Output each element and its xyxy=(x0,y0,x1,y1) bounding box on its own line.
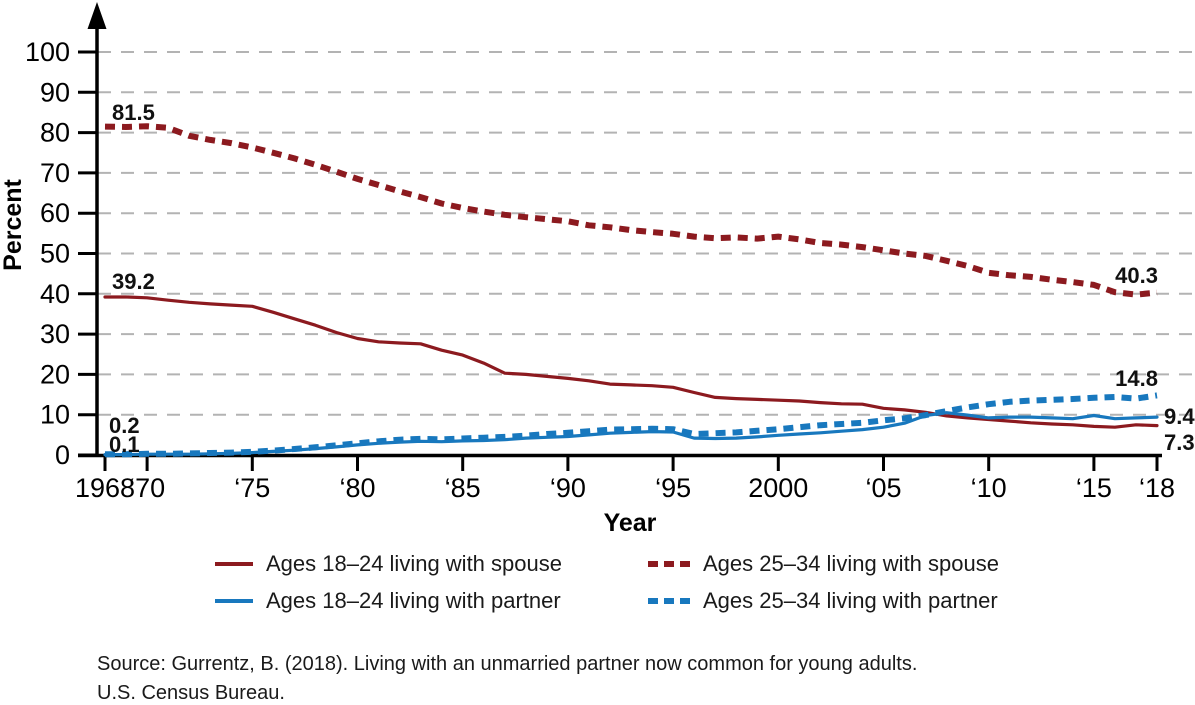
series-line-3 xyxy=(105,392,1158,458)
x-tick-label: ‘15 xyxy=(1076,473,1112,503)
x-tick-label: 1968 xyxy=(75,473,135,503)
legend-label: Ages 25–34 living with spouse xyxy=(703,551,999,576)
legend-item-ages-18-24-partner: Ages 18–24 living with partner xyxy=(215,589,648,613)
source-line-2: U.S. Census Bureau. xyxy=(97,682,285,704)
y-axis-title: Percent xyxy=(0,178,27,270)
y-tick-label: 90 xyxy=(40,77,70,107)
source-line-1: Source: Gurrentz, B. (2018). Living with… xyxy=(97,653,918,675)
chart-svg: 0 10 20 30 40 50 60 70 80 90 100 1968‘70 ‘75 ‘80 ‘85 ‘9… xyxy=(0,2,1195,537)
data-label: 0.1 xyxy=(109,432,140,457)
y-tick-label: 40 xyxy=(40,279,70,309)
x-tick-label: ‘80 xyxy=(339,473,375,503)
data-label: 14.8 xyxy=(1115,366,1158,391)
legend-swatch-dashed-blue xyxy=(648,598,690,604)
x-tick-label: ‘75 xyxy=(234,473,270,503)
legend-swatch-solid-blue xyxy=(215,599,253,603)
data-label: 7.3 xyxy=(1164,430,1195,455)
x-tick-label: ‘95 xyxy=(655,473,691,503)
data-label: 81.5 xyxy=(112,100,155,125)
y-tick-label: 80 xyxy=(40,118,70,148)
data-label: 40.3 xyxy=(1115,263,1158,288)
y-tick-label: 20 xyxy=(40,359,70,389)
y-axis-arrow xyxy=(87,2,107,29)
x-tick-label: ‘90 xyxy=(550,473,586,503)
legend: Ages 18–24 living with spouse Ages 25–34… xyxy=(215,552,999,613)
x-tick-label: 2000 xyxy=(748,473,808,503)
x-tick-label: ‘18 xyxy=(1139,473,1175,503)
x-tick-label: ‘05 xyxy=(865,473,901,503)
legend-label: Ages 18–24 living with partner xyxy=(266,588,561,613)
series-line-1 xyxy=(104,123,1158,298)
x-tick-label: ‘10 xyxy=(971,473,1007,503)
legend-item-ages-25-34-partner: Ages 25–34 living with partner xyxy=(648,589,999,613)
y-tick-label: 10 xyxy=(40,400,70,430)
y-tick-label: 60 xyxy=(40,198,70,228)
x-tick-label: ‘85 xyxy=(445,473,481,503)
x-axis-title: Year xyxy=(604,509,657,537)
legend-label: Ages 18–24 living with spouse xyxy=(266,551,562,576)
legend-label: Ages 25–34 living with partner xyxy=(703,588,998,613)
legend-swatch-dashed-red xyxy=(648,561,690,567)
x-tick-label: ‘70 xyxy=(129,473,165,503)
legend-item-ages-25-34-spouse: Ages 25–34 living with spouse xyxy=(648,552,999,576)
y-tick-label: 70 xyxy=(40,158,70,188)
data-label: 9.4 xyxy=(1164,404,1195,429)
legend-swatch-solid-red xyxy=(215,562,253,566)
series-line-0 xyxy=(103,295,1159,429)
data-label: 0.2 xyxy=(109,413,140,438)
source-note: Source: Gurrentz, B. (2018). Living with… xyxy=(97,650,917,705)
y-tick-label: 0 xyxy=(55,440,70,470)
data-label: 39.2 xyxy=(112,269,155,294)
legend-item-ages-18-24-spouse: Ages 18–24 living with spouse xyxy=(215,552,648,576)
y-tick-label: 100 xyxy=(25,37,70,67)
y-tick-label: 30 xyxy=(40,319,70,349)
y-tick-label: 50 xyxy=(40,239,70,269)
